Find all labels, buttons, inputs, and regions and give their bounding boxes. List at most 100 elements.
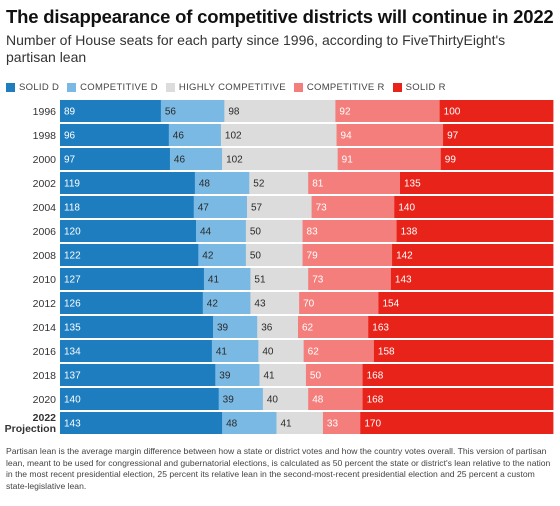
category-label-2008: 2008 bbox=[33, 250, 57, 262]
data-label-2004-highly-competitive: 57 bbox=[251, 203, 263, 214]
legend-label-solid-r: SOLID R bbox=[405, 81, 446, 93]
footnote: Partisan lean is the average margin diff… bbox=[6, 446, 551, 491]
data-label-2002-solid-r: 135 bbox=[404, 179, 421, 190]
stacked-bar-chart: 1996 89 56 98 92 100 1998 96 46 102 94 97 2000 97 46 10… bbox=[5, 100, 554, 435]
bar-2006-competitive-r bbox=[302, 220, 397, 242]
data-label-2018-solid-r: 168 bbox=[367, 371, 384, 382]
bar-2000-solid-d bbox=[60, 148, 171, 170]
bar-2002-highly-competitive bbox=[249, 172, 309, 194]
bar-2008-competitive-r bbox=[302, 244, 393, 266]
bar-2018-competitive-r bbox=[305, 364, 363, 386]
data-label-2020-solid-r: 168 bbox=[367, 395, 384, 406]
data-label-2020-competitive-r: 48 bbox=[312, 395, 324, 406]
data-label-1996-competitive-r: 92 bbox=[339, 107, 351, 118]
data-label-2010-solid-r: 143 bbox=[395, 275, 412, 286]
data-label-2004-solid-r: 140 bbox=[398, 203, 415, 214]
bar-2006-competitive-d bbox=[196, 220, 247, 242]
bar-1996-highly-competitive bbox=[224, 100, 336, 122]
data-label-2006-solid-r: 138 bbox=[401, 227, 418, 238]
bar-2020-solid-d bbox=[60, 388, 220, 410]
category-label-2020: 2020 bbox=[33, 394, 57, 406]
bar-2000-competitive-d bbox=[169, 148, 223, 170]
legend-swatch-solid-r bbox=[392, 82, 402, 92]
legend-swatch-competitive-r bbox=[293, 82, 303, 92]
data-label-2022-projection-competitive-d: 48 bbox=[226, 419, 238, 430]
legend-label-solid-d: SOLID D bbox=[19, 81, 60, 93]
data-label-2000-competitive-r: 91 bbox=[342, 155, 354, 166]
bar-2016-solid-r bbox=[373, 340, 554, 362]
data-label-2014-competitive-d: 39 bbox=[217, 323, 229, 334]
legend-swatch-competitive-d bbox=[67, 82, 77, 92]
bar-2012-solid-r bbox=[378, 292, 554, 314]
data-label-1998-solid-r: 97 bbox=[447, 131, 459, 142]
data-label-2016-solid-d: 134 bbox=[64, 347, 81, 358]
data-label-2022-projection-solid-d: 143 bbox=[64, 419, 81, 430]
data-label-2010-solid-d: 127 bbox=[64, 275, 81, 286]
data-label-2006-highly-competitive: 50 bbox=[250, 227, 262, 238]
category-label-1998: 1998 bbox=[33, 130, 57, 142]
legend-item-competitive-r: COMPETITIVE R bbox=[293, 82, 385, 93]
bar-2010-highly-competitive bbox=[250, 268, 309, 290]
bar-2008-solid-r bbox=[392, 244, 554, 266]
category-label-2010: 2010 bbox=[33, 274, 57, 286]
bar-2022-projection-competitive-r bbox=[322, 412, 361, 434]
legend-item-competitive-d: COMPETITIVE D bbox=[67, 82, 158, 93]
bar-2014-solid-d bbox=[60, 316, 214, 338]
bar-2004-solid-r bbox=[394, 196, 554, 218]
data-label-2010-highly-competitive: 51 bbox=[254, 275, 266, 286]
bar-2014-solid-r bbox=[368, 316, 554, 338]
data-label-2004-competitive-r: 73 bbox=[316, 203, 328, 214]
data-label-2010-competitive-d: 41 bbox=[208, 275, 220, 286]
bar-2008-highly-competitive bbox=[245, 244, 303, 266]
data-label-2004-solid-d: 118 bbox=[64, 203, 80, 214]
bar-2002-solid-d bbox=[60, 172, 196, 194]
bar-2006-highly-competitive bbox=[245, 220, 303, 242]
legend: SOLID D COMPETITIVE D HIGHLY COMPETITIVE… bbox=[6, 80, 454, 94]
bar-2010-solid-d bbox=[60, 268, 205, 290]
data-label-2022-projection-competitive-r: 33 bbox=[327, 419, 339, 430]
legend-item-solid-d: SOLID D bbox=[6, 82, 59, 93]
bar-2002-competitive-r bbox=[308, 172, 401, 194]
bar-2014-highly-competitive bbox=[257, 316, 299, 338]
chart-title: The disappearance of competitive distric… bbox=[6, 6, 554, 27]
bar-2020-competitive-d bbox=[218, 388, 264, 410]
data-label-2008-competitive-r: 79 bbox=[307, 251, 319, 262]
data-label-2020-competitive-d: 39 bbox=[223, 395, 235, 406]
bar-2022-projection-solid-d bbox=[60, 412, 223, 434]
data-label-2002-competitive-d: 48 bbox=[199, 179, 211, 190]
data-label-2014-solid-d: 135 bbox=[64, 323, 81, 334]
data-label-2000-competitive-d: 46 bbox=[174, 155, 186, 166]
bar-1998-highly-competitive bbox=[220, 124, 337, 146]
bar-2004-highly-competitive bbox=[247, 196, 312, 218]
data-label-2018-solid-d: 137 bbox=[64, 371, 81, 382]
data-label-2002-highly-competitive: 52 bbox=[253, 179, 265, 190]
bar-2016-competitive-r bbox=[303, 340, 375, 362]
data-label-1996-solid-r: 100 bbox=[444, 107, 461, 118]
bar-1998-competitive-d bbox=[168, 124, 222, 146]
bar-2016-competitive-d bbox=[211, 340, 259, 362]
category-label-2016: 2016 bbox=[33, 346, 57, 358]
data-label-2016-solid-r: 158 bbox=[378, 347, 395, 358]
legend-item-highly-competitive: HIGHLY COMPETITIVE bbox=[165, 82, 286, 93]
bar-2010-solid-r bbox=[390, 268, 554, 290]
bar-2012-highly-competitive bbox=[250, 292, 300, 314]
bar-1998-competitive-r bbox=[336, 124, 444, 146]
data-label-2014-solid-r: 163 bbox=[372, 323, 389, 334]
bar-2008-solid-d bbox=[60, 244, 199, 266]
data-label-2012-solid-r: 154 bbox=[382, 299, 399, 310]
bar-2014-competitive-d bbox=[213, 316, 258, 338]
bar-2002-competitive-d bbox=[194, 172, 250, 194]
bar-2006-solid-d bbox=[60, 220, 197, 242]
category-label-2000: 2000 bbox=[33, 154, 57, 166]
category-label-2004: 2004 bbox=[33, 202, 57, 214]
bar-1998-solid-r bbox=[443, 124, 554, 146]
category-label-1996: 1996 bbox=[33, 106, 57, 118]
legend-item-solid-r: SOLID R bbox=[392, 81, 446, 93]
bar-2020-highly-competitive bbox=[262, 388, 309, 410]
data-label-1998-competitive-d: 46 bbox=[173, 131, 185, 142]
category-label-2018: 2018 bbox=[33, 370, 57, 382]
data-label-2020-highly-competitive: 40 bbox=[267, 395, 279, 406]
data-label-2008-highly-competitive: 50 bbox=[250, 251, 262, 262]
data-label-2012-competitive-r: 70 bbox=[303, 299, 315, 310]
data-label-2012-competitive-d: 42 bbox=[207, 299, 219, 310]
